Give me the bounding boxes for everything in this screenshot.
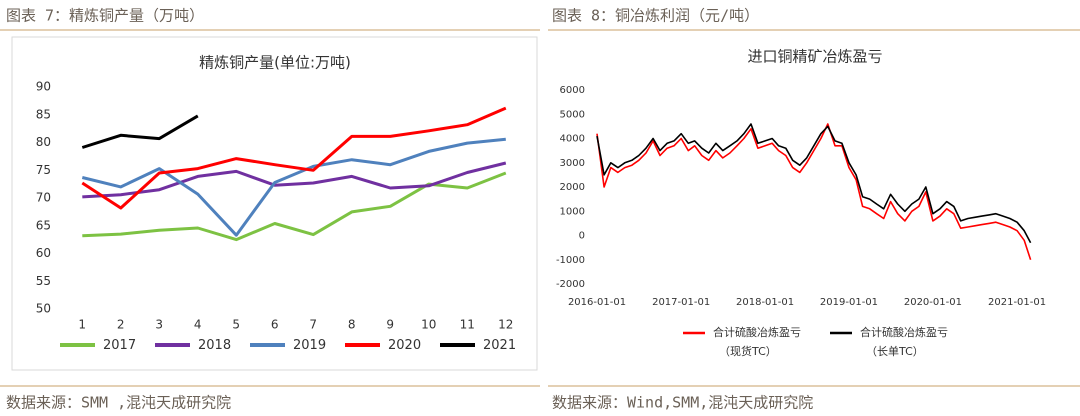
x-tick-label: 10	[421, 318, 436, 332]
legend-label: 合计硫酸冶炼盈亏 （长单TC）	[860, 325, 948, 358]
x-tick-label: 2016-01-01	[568, 297, 626, 308]
chart-frame	[11, 36, 538, 371]
x-tick-label: 5	[232, 318, 240, 332]
legend-line: 2018	[198, 338, 231, 353]
x-tick-label: 8	[348, 318, 356, 332]
y-tick-label: 60	[36, 246, 51, 260]
y-tick-label: 65	[36, 218, 51, 232]
legend-line: （现货TC）	[719, 344, 777, 358]
legend-label: 2018	[198, 338, 231, 353]
x-tick-label: 2020-01-01	[904, 297, 962, 308]
series-line	[81, 114, 199, 149]
legend-line: 2020	[388, 338, 421, 353]
x-tick-label: 3	[155, 318, 163, 332]
series-line	[596, 123, 1032, 244]
source: 数据来源：SMM ,混沌天成研究院	[6, 394, 231, 412]
y-tick-label: 85	[36, 107, 51, 121]
x-tick-label: 2021-01-01	[988, 297, 1046, 308]
x-tick-label: 2018-01-01	[736, 297, 794, 308]
series-line	[82, 161, 507, 199]
y-tick-label: -1000	[556, 255, 585, 266]
caption: 图表 7：精炼铜产量（万吨）	[6, 7, 204, 25]
legend-line: 2019	[293, 338, 326, 353]
y-tick-label: -2000	[556, 279, 585, 290]
y-tick-label: 1000	[560, 206, 585, 217]
x-tick-label: 1	[78, 318, 86, 332]
legend-label: 2019	[293, 338, 326, 353]
y-tick-label: 4000	[560, 134, 585, 145]
legend-label: 2021	[483, 338, 516, 353]
y-tick-label: 6000	[560, 85, 585, 96]
x-tick-label: 12	[498, 318, 513, 332]
legend-line: 合计硫酸冶炼盈亏	[860, 325, 948, 339]
legend-line: 2021	[483, 338, 516, 353]
x-tick-label: 7	[309, 318, 317, 332]
legend-label: 2020	[388, 338, 421, 353]
y-tick-label: 0	[579, 231, 585, 242]
x-tick-label: 2019-01-01	[820, 297, 878, 308]
series-line	[596, 123, 1032, 261]
y-tick-label: 70	[36, 191, 51, 205]
chart-title: 进口铜精矿冶炼盈亏	[747, 48, 882, 66]
source: 数据来源：Wind,SMM,混沌天成研究院	[552, 394, 813, 412]
y-tick-label: 3000	[560, 158, 585, 169]
x-tick-label: 6	[271, 318, 279, 332]
x-tick-label: 11	[460, 318, 475, 332]
series-line	[81, 137, 506, 237]
x-tick-label: 2	[117, 318, 125, 332]
y-tick-label: 80	[36, 135, 51, 149]
legend-line: 合计硫酸冶炼盈亏	[713, 325, 801, 339]
chart-title: 精炼铜产量(单位:万吨)	[199, 54, 351, 72]
legend-line: 2017	[103, 338, 136, 353]
y-tick-label: 5000	[560, 109, 585, 120]
y-tick-label: 55	[36, 274, 51, 288]
y-tick-label: 50	[36, 302, 51, 316]
x-tick-label: 2017-01-01	[652, 297, 710, 308]
legend-label: 2017	[103, 338, 136, 353]
x-tick-label: 4	[194, 318, 202, 332]
legend-line: （长单TC）	[866, 345, 924, 358]
x-tick-label: 9	[386, 318, 394, 332]
series-line	[81, 106, 507, 210]
y-tick-label: 90	[36, 80, 51, 94]
y-tick-label: 2000	[560, 182, 585, 193]
caption: 图表 8：铜冶炼利润（元/吨）	[552, 7, 759, 25]
y-tick-label: 75	[36, 163, 51, 177]
legend-label: 合计硫酸冶炼盈亏 （现货TC）	[713, 325, 801, 358]
